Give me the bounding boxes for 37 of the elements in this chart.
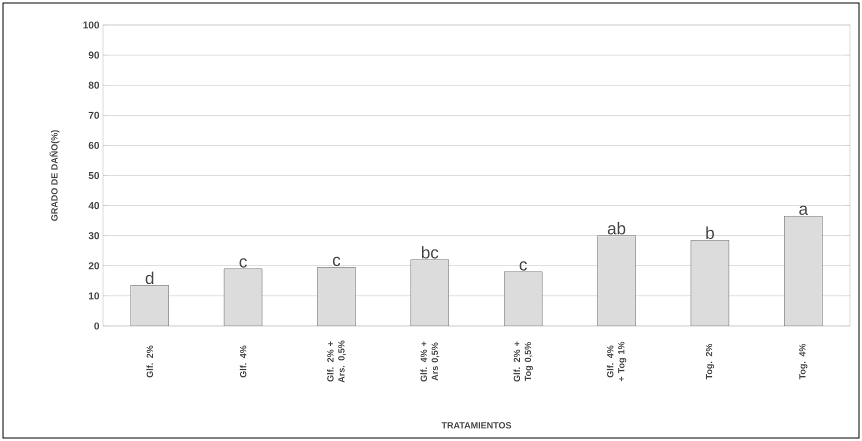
bar (504, 272, 542, 326)
annotation: d (146, 272, 154, 284)
annotation: a (799, 206, 808, 215)
x-tick-label: Glf. 2% + Ars. 0,5% (326, 340, 346, 383)
bar (410, 260, 450, 326)
bar (224, 268, 262, 326)
bar (130, 285, 169, 326)
bar (784, 216, 823, 326)
y-tick-label: 0 (94, 322, 100, 330)
annotation: ab (608, 222, 626, 234)
annotation: c (332, 256, 340, 266)
bar (597, 235, 636, 326)
y-tick-label: 80 (88, 82, 100, 89)
y-axis-title: GRADO DE DAÑO(%) (50, 130, 60, 221)
x-tick-label: Tog. 2% (706, 344, 714, 380)
x-tick-label: Glf. 2% + Tog 0,5% (513, 342, 533, 382)
y-tick-label: 20 (88, 262, 100, 270)
y-tick-label: 40 (88, 202, 100, 210)
bar (317, 267, 356, 326)
x-axis-title: TRATAMIENTOS (442, 422, 512, 429)
annotation: c (240, 258, 247, 268)
y-tick-label: 70 (88, 112, 100, 119)
y-tick-label: 30 (88, 232, 100, 240)
y-tick-label: 60 (88, 142, 100, 149)
annotation: bc (422, 246, 438, 259)
x-tick-label: Glf. 2% (146, 346, 154, 378)
x-tick-label: Tog. 4% (799, 344, 808, 380)
x-tick-label: Glf. 4% (240, 346, 246, 378)
annotation: c (520, 261, 527, 271)
y-tick-label: 10 (88, 292, 100, 300)
x-tick-label: Glf. 4% + Ars 0,5% (420, 342, 440, 382)
annotation: b (706, 226, 714, 240)
x-tick-label: Glf. 4% + Tog 1% (606, 342, 626, 382)
y-tick-label: 90 (88, 52, 100, 59)
y-tick-label: 50 (88, 172, 100, 180)
bar (690, 240, 730, 326)
y-tick-label: 100 (83, 21, 100, 29)
